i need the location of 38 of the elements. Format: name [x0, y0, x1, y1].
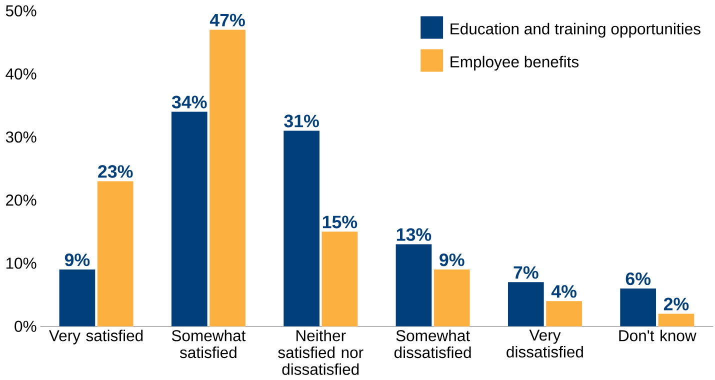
- y-tick-label: 30%: [6, 131, 36, 143]
- data-label: 31%: [284, 114, 319, 128]
- data-label: 6%: [626, 272, 651, 286]
- legend-label: Education and training opportunities: [450, 22, 700, 38]
- x-tick-label: Neither satisfied nor dissatisfied: [278, 330, 364, 375]
- y-tick-label: 10%: [6, 258, 36, 269]
- x-tick-label: Somewhat dissatisfied: [394, 330, 471, 358]
- y-tick-label: 50%: [6, 5, 36, 16]
- bar: [620, 288, 656, 326]
- bar: [284, 130, 320, 326]
- data-label: 9%: [64, 253, 90, 266]
- bar: [59, 269, 96, 326]
- bar: [546, 300, 582, 326]
- bar: [322, 232, 358, 326]
- x-tick-label: Somewhat satisfied: [172, 330, 246, 358]
- data-label: 47%: [210, 14, 245, 26]
- bar: [171, 112, 208, 326]
- y-tick-label: 0%: [14, 320, 36, 332]
- data-label: 34%: [172, 96, 207, 108]
- data-label: 2%: [664, 298, 689, 310]
- x-tick-label: Don't know: [619, 330, 696, 342]
- legend-label: Employee benefits: [450, 56, 579, 70]
- bar: [434, 269, 470, 326]
- x-tick-label: Very satisfied: [49, 330, 143, 344]
- y-tick-label: 20%: [6, 194, 36, 206]
- x-tick-label: Very dissatisfied: [506, 330, 583, 358]
- bar: [508, 282, 544, 326]
- data-label: 7%: [514, 266, 538, 279]
- bar: [97, 181, 134, 326]
- bar: [658, 314, 694, 326]
- y-tick-label: 40%: [6, 68, 36, 80]
- bar: [210, 30, 246, 326]
- data-label: 15%: [322, 216, 358, 228]
- bar: [396, 244, 432, 326]
- data-label: 4%: [551, 285, 576, 298]
- data-label: 9%: [440, 253, 464, 266]
- data-label: 23%: [98, 165, 133, 178]
- data-label: 13%: [396, 228, 432, 241]
